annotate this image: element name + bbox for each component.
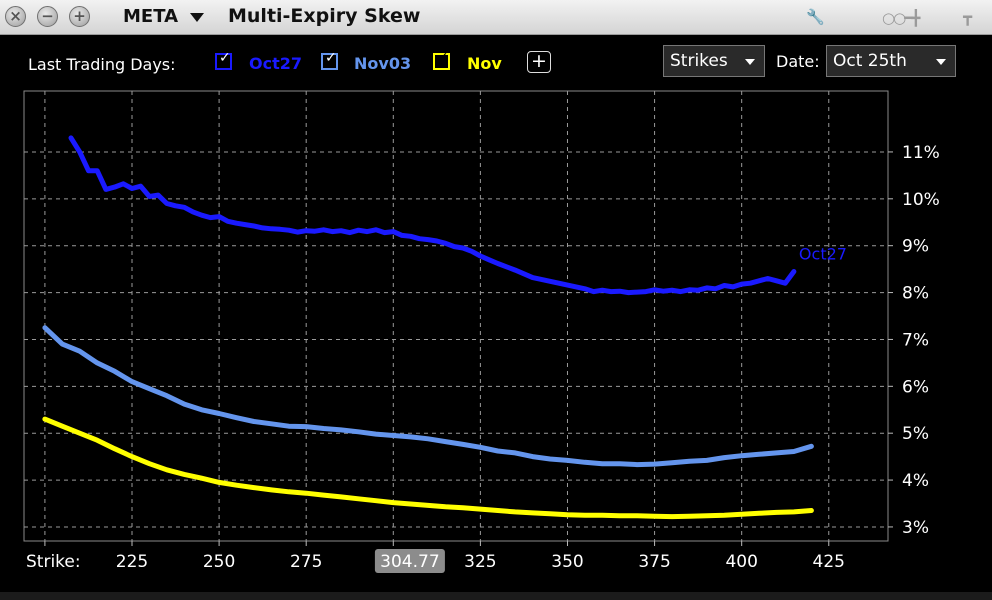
check-icon: ✓ [437, 50, 449, 66]
y-tick-label: 3% [902, 518, 929, 538]
chevron-down-icon [936, 59, 946, 65]
series-end-label: Oct27 [799, 244, 847, 263]
y-tick-label: 5% [902, 424, 929, 444]
x-tick-label: 425 [813, 552, 845, 572]
pin-icon[interactable]: ┳ [963, 8, 973, 26]
series-line-nov03 [42, 325, 814, 468]
oct27-checkbox[interactable]: ✓ [215, 50, 232, 70]
check-icon: ✓ [219, 50, 231, 66]
y-tick-label: 11% [902, 143, 940, 163]
y-tick-label: 4% [902, 471, 929, 491]
x-tick-label: 350 [551, 552, 583, 572]
wrench-icon[interactable]: 🔧 [806, 8, 825, 26]
check-icon: ✓ [325, 50, 337, 66]
crosshair-strike-label: 304.77 [380, 552, 439, 572]
bottom-strip [0, 592, 992, 600]
expiry-oct27-label[interactable]: Oct27 [249, 54, 302, 73]
window-title: Multi-Expiry Skew [228, 5, 421, 27]
minimize-icon[interactable]: − [37, 6, 58, 27]
symbol-selector[interactable]: META [123, 6, 179, 27]
x-tick-label: 325 [464, 552, 496, 572]
series-line-oct27 [68, 135, 797, 296]
crosshair-badge [374, 549, 445, 573]
y-tick-label: 10% [902, 190, 940, 210]
x-tick-label: 275 [290, 552, 322, 572]
date-label: Date: [776, 52, 820, 71]
expiry-nov-label[interactable]: Nov [467, 54, 502, 73]
y-tick-label: 6% [902, 377, 929, 397]
date-dropdown[interactable]: Oct 25th [826, 45, 956, 77]
maximize-icon[interactable]: + [69, 6, 90, 27]
x-tick-label: 375 [638, 552, 670, 572]
y-tick-label: 7% [902, 330, 929, 350]
strikes-dropdown[interactable]: Strikes [663, 45, 765, 77]
strikes-dropdown-label: Strikes [670, 51, 728, 71]
close-icon[interactable]: × [5, 6, 26, 27]
x-tick-label: 225 [116, 552, 148, 572]
x-axis-label: Strike: [26, 552, 81, 572]
nov-checkbox[interactable]: ✓ [433, 50, 450, 70]
date-dropdown-value: Oct 25th [833, 51, 907, 71]
nov03-checkbox[interactable]: ✓ [321, 50, 338, 70]
y-tick-label: 9% [902, 237, 929, 257]
add-expiry-button[interactable]: + [527, 51, 551, 73]
last-trading-days-label: Last Trading Days: [28, 55, 176, 74]
link-icon[interactable]: ○○━╋ [882, 9, 920, 27]
chevron-down-icon [745, 59, 755, 65]
title-bar [0, 0, 992, 35]
x-tick-label: 400 [725, 552, 757, 572]
y-tick-label: 8% [902, 284, 929, 304]
plot-frame [23, 90, 889, 542]
series-line-nov [42, 416, 814, 520]
symbol-caret-icon[interactable] [190, 13, 204, 22]
x-tick-label: 250 [203, 552, 235, 572]
expiry-nov03-label[interactable]: Nov03 [354, 54, 412, 73]
